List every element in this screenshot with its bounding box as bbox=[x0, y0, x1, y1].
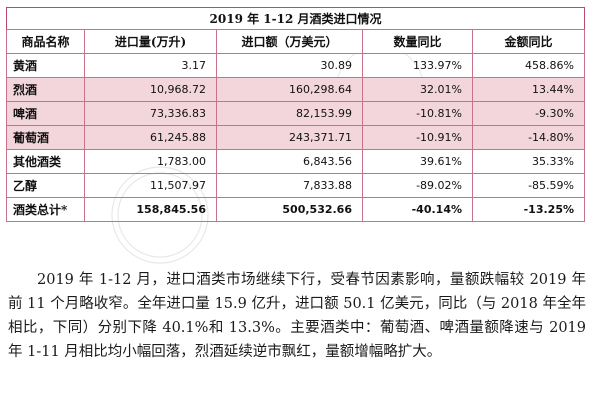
table-row: 黄酒 3.17 30.89 133.97% 458.86% bbox=[6, 53, 585, 78]
row-amt-yoy: 35.33% bbox=[472, 149, 585, 174]
row-amount: 30.89 bbox=[216, 53, 363, 78]
row-amt-yoy: 458.86% bbox=[472, 53, 585, 78]
row-volume: 158,845.56 bbox=[84, 197, 217, 222]
row-volume: 3.17 bbox=[84, 53, 217, 78]
table-row: 啤酒 73,336.83 82,153.99 -10.81% -9.30% bbox=[6, 101, 585, 126]
table-row: 烈酒 10,968.72 160,298.64 32.01% 13.44% bbox=[6, 77, 585, 102]
row-qty-yoy: 32.01% bbox=[362, 77, 473, 102]
row-amt-yoy: -13.25% bbox=[472, 197, 585, 222]
row-volume: 11,507.97 bbox=[84, 173, 217, 198]
table-row: 乙醇 11,507.97 7,833.88 -89.02% -85.59% bbox=[6, 173, 585, 198]
header-amount-yoy: 金额同比 bbox=[472, 29, 585, 54]
row-amt-yoy: -85.59% bbox=[472, 173, 585, 198]
row-amount: 500,532.66 bbox=[216, 197, 363, 222]
row-amount: 6,843.56 bbox=[216, 149, 363, 174]
row-volume: 10,968.72 bbox=[84, 77, 217, 102]
table-row-total: 酒类总计* 158,845.56 500,532.66 -40.14% -13.… bbox=[6, 197, 585, 222]
row-volume: 1,783.00 bbox=[84, 149, 217, 174]
row-name: 烈酒 bbox=[6, 77, 85, 102]
header-product-name: 商品名称 bbox=[6, 29, 85, 54]
row-qty-yoy: 39.61% bbox=[362, 149, 473, 174]
table-title: 2019 年 1-12 月酒类进口情况 bbox=[6, 7, 585, 30]
row-amt-yoy: 13.44% bbox=[472, 77, 585, 102]
summary-paragraph: 2019 年 1-12 月，进口酒类市场继续下行，受春节因素影响，量额跌幅较 2… bbox=[8, 272, 586, 360]
row-qty-yoy: -40.14% bbox=[362, 197, 473, 222]
row-amt-yoy: -14.80% bbox=[472, 125, 585, 150]
header-import-amount: 进口额（万美元） bbox=[216, 29, 363, 54]
row-qty-yoy: -89.02% bbox=[362, 173, 473, 198]
row-name: 乙醇 bbox=[6, 173, 85, 198]
row-volume: 73,336.83 bbox=[84, 101, 217, 126]
row-name: 酒类总计* bbox=[6, 197, 85, 222]
row-qty-yoy: -10.91% bbox=[362, 125, 473, 150]
table-row: 其他酒类 1,783.00 6,843.56 39.61% 35.33% bbox=[6, 149, 585, 174]
row-name: 啤酒 bbox=[6, 101, 85, 126]
row-name: 其他酒类 bbox=[6, 149, 85, 174]
table-row: 葡萄酒 61,245.88 243,371.71 -10.91% -14.80% bbox=[6, 125, 585, 150]
row-amount: 7,833.88 bbox=[216, 173, 363, 198]
row-name: 葡萄酒 bbox=[6, 125, 85, 150]
header-quantity-yoy: 数量同比 bbox=[362, 29, 473, 54]
import-table-container: 2019 年 1-12 月酒类进口情况 商品名称 进口量(万升) 进口额（万美元… bbox=[6, 7, 585, 222]
row-volume: 61,245.88 bbox=[84, 125, 217, 150]
row-amount: 82,153.99 bbox=[216, 101, 363, 126]
row-qty-yoy: 133.97% bbox=[362, 53, 473, 78]
row-amt-yoy: -9.30% bbox=[472, 101, 585, 126]
row-qty-yoy: -10.81% bbox=[362, 101, 473, 126]
import-table: 2019 年 1-12 月酒类进口情况 商品名称 进口量(万升) 进口额（万美元… bbox=[6, 7, 585, 222]
row-amount: 243,371.71 bbox=[216, 125, 363, 150]
row-name: 黄酒 bbox=[6, 53, 85, 78]
row-amount: 160,298.64 bbox=[216, 77, 363, 102]
header-import-volume: 进口量(万升) bbox=[84, 29, 217, 54]
summary-paragraph-container: 2019 年 1-12 月，进口酒类市场继续下行，受春节因素影响，量额跌幅较 2… bbox=[8, 268, 586, 364]
